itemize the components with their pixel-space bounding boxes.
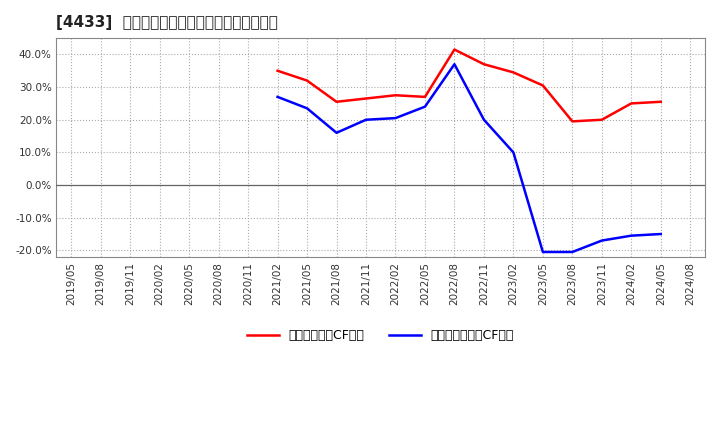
流動負債営業CF比率 — [657, 99, 665, 104]
流動負債フリーCF比率 — [509, 150, 518, 155]
流動負債営業CF比率 — [332, 99, 341, 104]
Line: 流動負債営業CF比率: 流動負債営業CF比率 — [278, 50, 661, 121]
流動負債フリーCF比率 — [332, 130, 341, 136]
流動負債フリーCF比率 — [420, 104, 429, 109]
流動負債フリーCF比率 — [391, 115, 400, 121]
流動負債フリーCF比率 — [450, 62, 459, 67]
流動負債営業CF比率 — [627, 101, 636, 106]
流動負債フリーCF比率 — [598, 238, 606, 243]
流動負債フリーCF比率 — [539, 249, 547, 255]
流動負債営業CF比率 — [302, 78, 311, 83]
流動負債営業CF比率 — [509, 70, 518, 75]
Text: [4433]  流動負債キャッシュフロー比率の推移: [4433] 流動負債キャッシュフロー比率の推移 — [56, 15, 279, 30]
流動負債営業CF比率 — [568, 119, 577, 124]
流動負債フリーCF比率 — [568, 249, 577, 255]
流動負債営業CF比率 — [420, 94, 429, 99]
流動負債フリーCF比率 — [480, 117, 488, 122]
流動負債営業CF比率 — [598, 117, 606, 122]
流動負債フリーCF比率 — [302, 106, 311, 111]
流動負債フリーCF比率 — [657, 231, 665, 237]
Line: 流動負債フリーCF比率: 流動負債フリーCF比率 — [278, 64, 661, 252]
流動負債フリーCF比率 — [361, 117, 370, 122]
流動負債フリーCF比率 — [274, 94, 282, 99]
流動負債営業CF比率 — [450, 47, 459, 52]
Legend: 流動負債営業CF比率, 流動負債フリーCF比率: 流動負債営業CF比率, 流動負債フリーCF比率 — [243, 324, 519, 348]
流動負債営業CF比率 — [361, 96, 370, 101]
流動負債営業CF比率 — [480, 62, 488, 67]
流動負債営業CF比率 — [539, 83, 547, 88]
流動負債営業CF比率 — [391, 92, 400, 98]
流動負債フリーCF比率 — [627, 233, 636, 238]
流動負債営業CF比率 — [274, 68, 282, 73]
